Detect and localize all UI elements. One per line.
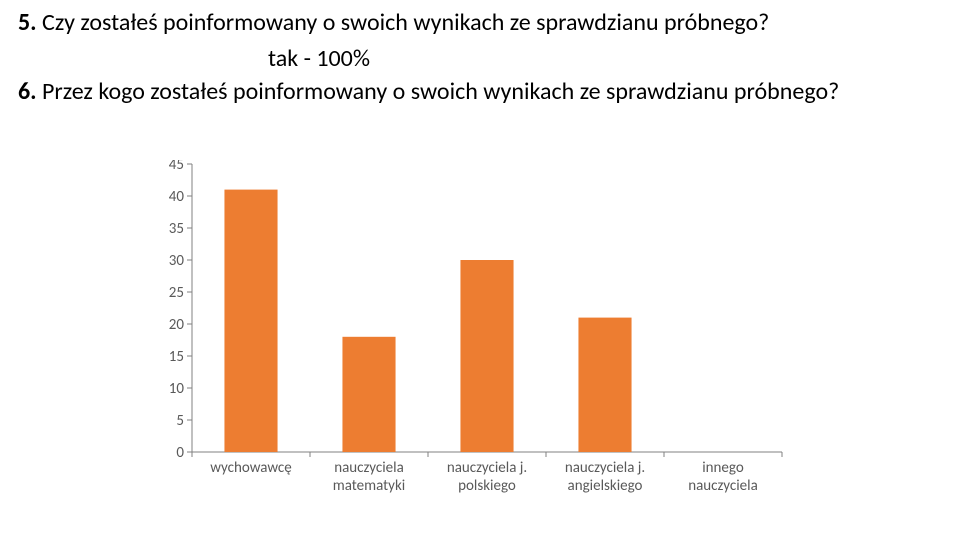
y-tick-label: 5 <box>176 412 184 430</box>
question-5-text: Czy zostałeś poinformowany o swoich wyni… <box>42 8 769 37</box>
x-tick-label: wychowawcę <box>210 459 292 477</box>
question-6: 6. Przez kogo zostałeś poinformowany o s… <box>18 77 942 107</box>
x-tick-label: nauczyciela j.polskiego <box>447 459 527 495</box>
bar <box>460 260 513 452</box>
chart-container: 0 5 10 15 20 25 30 35 40 45 wychowawcę nauczycielam… <box>140 160 820 520</box>
y-tick-label: 45 <box>169 160 184 174</box>
question-5-answer: tak - 100% <box>18 44 942 73</box>
x-tick-label: innegonauczyciela <box>688 459 758 495</box>
y-tick-label: 0 <box>176 444 184 462</box>
x-tick-label: nauczycielamatematyki <box>333 459 405 495</box>
bar <box>224 190 277 452</box>
question-5: 5. Czy zostałeś poinformowany o swoich w… <box>18 8 942 38</box>
slide: 5. Czy zostałeś poinformowany o swoich w… <box>0 0 960 540</box>
y-tick-label: 10 <box>169 380 185 398</box>
y-tick-label: 25 <box>169 284 184 302</box>
y-tick-label: 35 <box>169 220 184 238</box>
question-5-number: 5. <box>18 8 37 37</box>
question-6-text: Przez kogo zostałeś poinformowany o swoi… <box>42 77 839 106</box>
x-tick-label: nauczyciela j.angielskiego <box>565 459 645 495</box>
y-tick-label: 40 <box>169 188 185 206</box>
bar <box>342 337 395 452</box>
question-6-number: 6. <box>18 77 37 106</box>
y-tick-label: 20 <box>169 316 185 334</box>
y-tick-label: 15 <box>169 348 184 366</box>
y-tick-label: 30 <box>169 252 185 270</box>
bar-chart: 0 5 10 15 20 25 30 35 40 45 wychowawcę nauczycielam… <box>140 160 820 520</box>
bar <box>578 318 631 452</box>
